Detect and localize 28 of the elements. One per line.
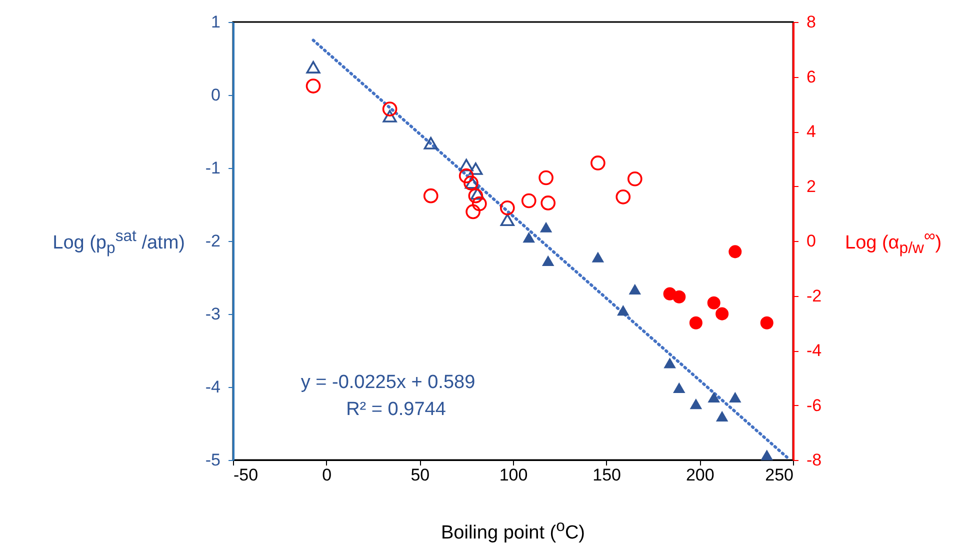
y2-axis-title: Log (α$_{p/w}$$^{∞}$) xyxy=(845,228,942,258)
y-tick-label: -1 xyxy=(205,158,220,178)
y-tick-label: -2 xyxy=(205,232,220,250)
y2-tick-label: -6 xyxy=(806,396,822,415)
x-axis-title: Boiling point ($^{o}$C) xyxy=(441,518,585,544)
y-tick-label: 1 xyxy=(211,12,220,32)
annotation: R² = 0.9744 xyxy=(346,399,446,421)
y-tick-label: -5 xyxy=(205,450,220,470)
x-tick-label: 200 xyxy=(686,466,714,484)
x-tick-label: 0 xyxy=(322,466,332,484)
x-tick-label: 250 xyxy=(765,466,794,484)
y2-tick-label: 4 xyxy=(806,122,816,141)
annotation: y = -0.0225x + 0.589 xyxy=(300,372,476,394)
x-tick-label: -50 xyxy=(234,466,258,484)
y2-tick-label: -4 xyxy=(806,341,822,360)
y2-tick-label: 6 xyxy=(806,67,816,86)
y2-tick-label: 8 xyxy=(806,12,816,32)
y2-tick-label: -8 xyxy=(806,450,822,470)
y-axis-title: Log (p$_{p}$$^{sat}$ /atm) xyxy=(52,228,185,258)
y2-tick-label: 0 xyxy=(806,232,816,250)
y2-tick-label: 2 xyxy=(806,176,816,196)
y-tick-label: -3 xyxy=(205,304,220,324)
y-tick-label: 0 xyxy=(211,86,220,104)
x-tick-label: 150 xyxy=(592,466,622,484)
y-tick-label: -4 xyxy=(205,378,220,396)
x-tick-label: 50 xyxy=(410,466,430,484)
y2-tick-label: -2 xyxy=(806,286,822,306)
x-tick-label: 100 xyxy=(499,466,528,484)
